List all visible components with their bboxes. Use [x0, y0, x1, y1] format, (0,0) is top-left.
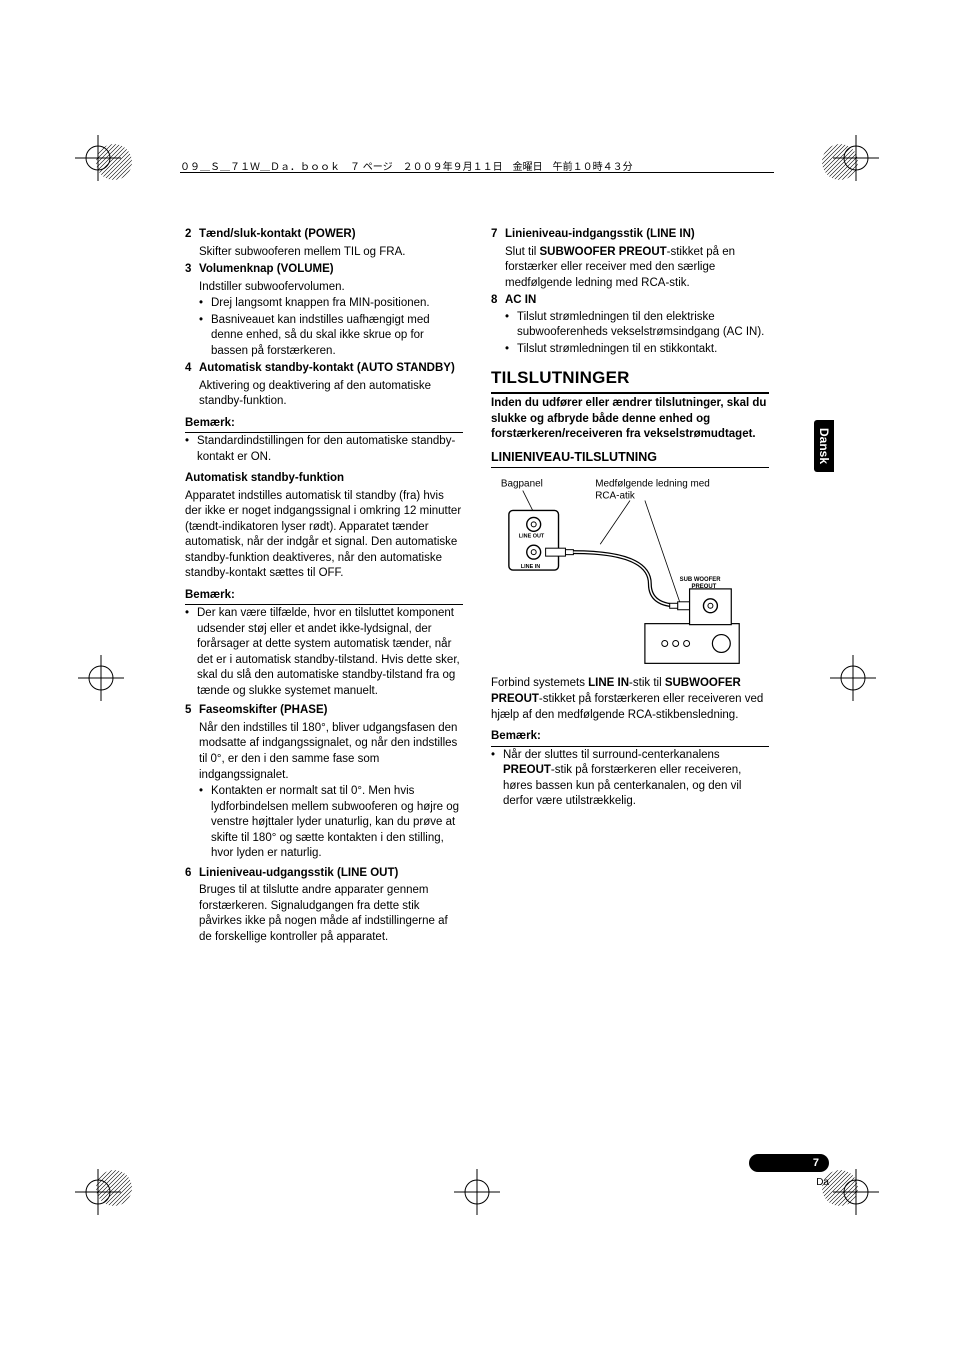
item-2: 2 Tænd/sluk-kontakt (POWER) — [185, 227, 463, 243]
diag-cable-label-1: Medfølgende ledning med — [595, 479, 710, 490]
auto-standby-title: Automatisk standby-funktion — [185, 471, 463, 487]
diag-cable-label-2: RCA-atik — [595, 491, 635, 502]
item-4: 4 Automatisk standby-kontakt (AUTO STAND… — [185, 361, 463, 377]
note-2-bullet: •Der kan være tilfælde, hvor en tilslutt… — [185, 606, 463, 699]
item-7-title: Linieniveau-indgangsstik (LINE IN) — [505, 228, 695, 240]
note-1-bullet: •Standardindstillingen for den automatis… — [185, 434, 463, 465]
item-7-body: Slut til SUBWOOFER PREOUT-stikket på en … — [505, 245, 769, 292]
diag-linein-label: LINE IN — [521, 565, 540, 571]
diag-lineout-label: LINE OUT — [519, 534, 545, 540]
note-1-heading: Bemærk: — [185, 416, 463, 434]
header-rule — [180, 172, 774, 173]
print-registration-bm — [454, 1169, 500, 1215]
item-6: 6 Linieniveau-udgangsstik (LINE OUT) — [185, 866, 463, 882]
left-column: 2 Tænd/sluk-kontakt (POWER) Skifter subw… — [185, 225, 463, 945]
page-lang: Da — [816, 1177, 829, 1188]
item-8: 8 AC IN — [491, 293, 769, 309]
item-5-body: Når den indstilles til 180°, bliver udga… — [199, 721, 463, 783]
item-3-bullet-1: •Drej langsomt knappen fra MIN-positione… — [199, 296, 463, 312]
connection-paragraph: Forbind systemets LINE IN-stik til SUBWO… — [491, 676, 769, 723]
item-8-title: AC IN — [505, 294, 536, 306]
section-intro: Inden du udfører eller ændrer tilslutnin… — [491, 396, 769, 443]
diag-bagpanel-label: Bagpanel — [501, 479, 543, 490]
item-5-title: Faseomskifter (PHASE) — [199, 704, 327, 716]
right-column: 7 Linieniveau-indgangsstik (LINE IN) Slu… — [491, 225, 769, 945]
item-8-bullet-1: •Tilslut strømledningen til den elektris… — [505, 310, 769, 341]
note-3-heading: Bemærk: — [491, 729, 769, 747]
page-number: 7 — [749, 1154, 829, 1172]
auto-standby-body: Apparatet indstilles automatisk til stan… — [185, 489, 463, 582]
item-5: 5 Faseomskifter (PHASE) — [185, 703, 463, 719]
diag-preout-label-1: SUB WOOFER — [680, 577, 722, 583]
item-4-body: Aktivering og deaktivering af den automa… — [199, 379, 463, 410]
note-2-heading: Bemærk: — [185, 588, 463, 606]
print-registration-bl — [75, 1169, 121, 1215]
print-registration-br — [833, 1169, 879, 1215]
subsection-title: LINIENIVEAU-TILSLUTNING — [491, 449, 769, 469]
note-3-bullet: • Når der sluttes til surround-centerkan… — [491, 748, 769, 810]
item-3-title: Volumenknap (VOLUME) — [199, 263, 334, 275]
item-7: 7 Linieniveau-indgangsstik (LINE IN) — [491, 227, 769, 243]
item-5-bullet-1: •Kontakten er normalt sat til 0°. Men hv… — [199, 784, 463, 862]
language-tab: Dansk — [814, 420, 834, 472]
item-3: 3 Volumenknap (VOLUME) — [185, 262, 463, 278]
doc-source-line: ０９＿Ｓ＿７１Ｗ＿Ｄａ．ｂｏｏｋ ７ ページ ２００９年９月１１日 金曜日 午前… — [180, 158, 633, 173]
item-6-title: Linieniveau-udgangsstik (LINE OUT) — [199, 867, 398, 879]
item-3-body: Indstiller subwoofervolumen. — [199, 280, 463, 296]
print-registration-tr — [833, 135, 879, 181]
section-title: TILSLUTNINGER — [491, 367, 769, 394]
item-6-body: Bruges til at tilslutte andre apparater … — [199, 883, 463, 945]
item-4-title: Automatisk standby-kontakt (AUTO STANDBY… — [199, 362, 455, 374]
print-registration-ml — [78, 655, 124, 701]
print-registration-tl — [75, 135, 121, 181]
item-3-bullet-2: •Basniveauet kan indstilles uafhængigt m… — [199, 313, 463, 360]
diag-preout-label-2: PREOUT — [692, 584, 717, 590]
item-2-title: Tænd/sluk-kontakt (POWER) — [199, 228, 356, 240]
connection-diagram: Bagpanel Medfølgende ledning med RCA-ati… — [491, 474, 769, 674]
item-2-body: Skifter subwooferen mellem TIL og FRA. — [199, 245, 463, 261]
item-8-bullet-2: •Tilslut strømledningen til en stikkonta… — [505, 342, 769, 358]
print-registration-mr — [830, 655, 876, 701]
